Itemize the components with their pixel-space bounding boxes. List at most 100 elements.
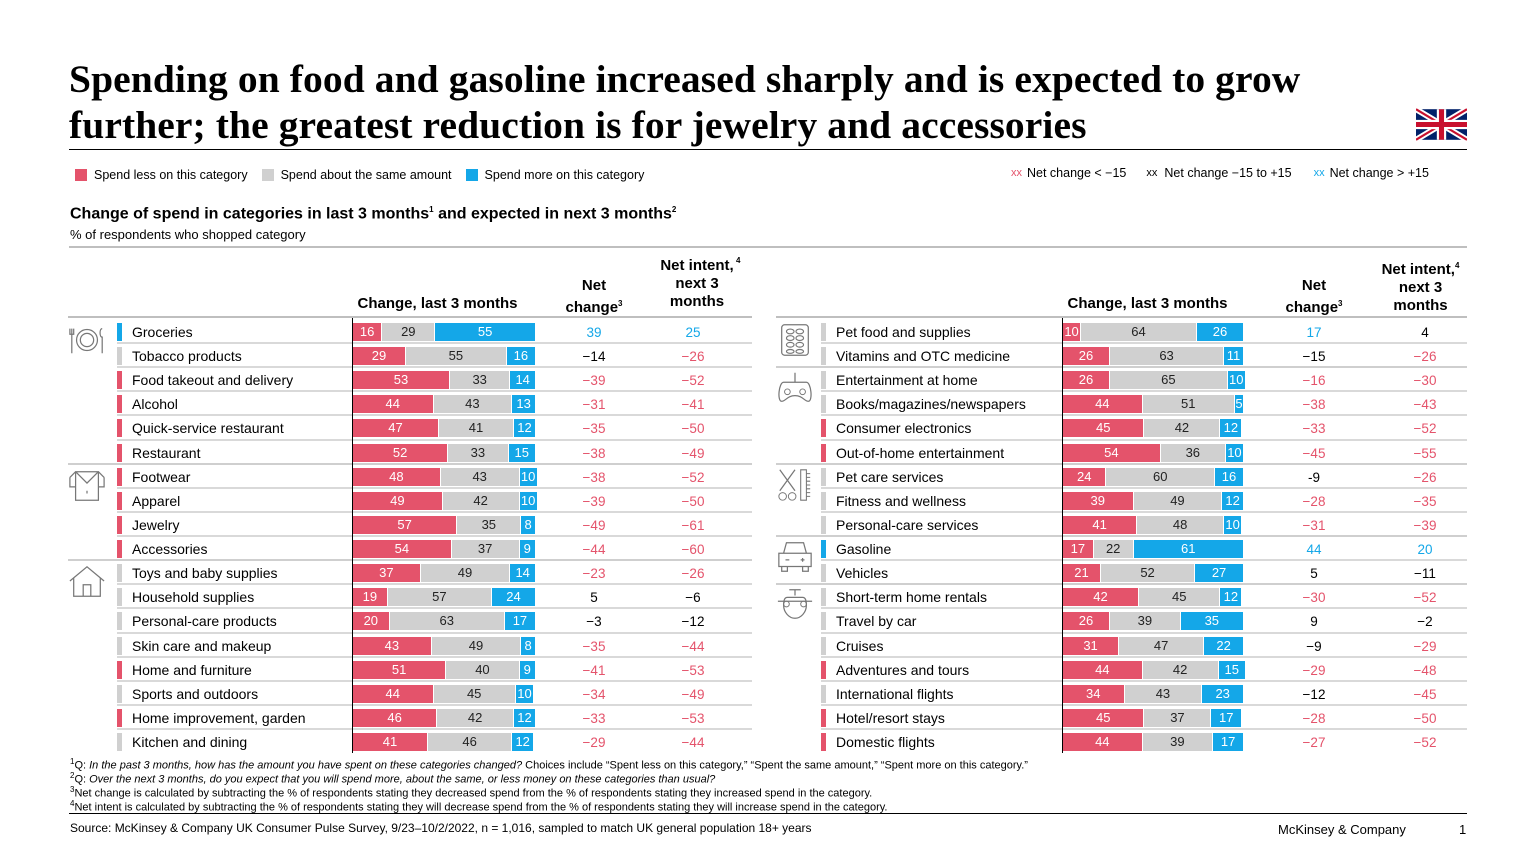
- net-intent-value: −26: [1413, 469, 1437, 485]
- bar-segment-less: 31: [1063, 636, 1119, 655]
- category-label: Accessories: [132, 541, 208, 558]
- category-indicator: [821, 323, 826, 341]
- net-change-value: −29: [582, 735, 606, 751]
- category-label: Vitamins and OTC medicine: [836, 348, 1011, 365]
- footnote-2: 2Q: Over the next 3 months, do you expec…: [70, 771, 715, 786]
- bar-segment-same: 37: [451, 540, 519, 559]
- bar-segment-same: 39: [1142, 733, 1213, 752]
- bar-segment-less: 34: [1063, 684, 1124, 703]
- legend-swatch-less: [75, 169, 87, 181]
- footnote-3: 3Net change is calculated by subtracting…: [70, 785, 872, 800]
- net-change-value: −9: [1306, 638, 1322, 654]
- net-change-value: −28: [1302, 493, 1326, 509]
- net-change-value: −34: [582, 686, 606, 702]
- category-indicator: [117, 323, 122, 341]
- net-change-value: −29: [1302, 662, 1326, 678]
- bar-segment-less: 43: [353, 636, 431, 655]
- net-intent-value: −44: [681, 735, 705, 751]
- header-net-change-right: Net change3: [1274, 277, 1354, 317]
- bar-segment-less: 44: [1063, 660, 1142, 679]
- category-label: Skin care and makeup: [132, 637, 272, 654]
- bar-segment-same: 46: [428, 733, 512, 752]
- net-marker-high: xx: [1313, 167, 1325, 179]
- bar-segment-same: 49: [431, 636, 521, 655]
- net-marker-low: xx: [1011, 167, 1022, 179]
- net-intent-value: −26: [1413, 349, 1437, 365]
- category-label: Home improvement, garden: [132, 709, 306, 726]
- header-net-change-left: Net change3: [554, 277, 634, 317]
- bar-segment-less: 21: [1063, 564, 1100, 583]
- page-number: 1: [1459, 822, 1467, 837]
- bar-segment-same: 40: [446, 660, 519, 679]
- footnote-text: Net intent is calculated by subtracting …: [74, 801, 888, 814]
- legend: Spend less on this category Spend about …: [75, 168, 644, 182]
- bar-segment-more: 8: [521, 636, 535, 655]
- bar-segment-less: 26: [1063, 371, 1110, 390]
- net-intent-value: −26: [681, 566, 705, 582]
- net-intent-value: 20: [1417, 542, 1433, 558]
- header-net-intent-right: Net intent,4 next 3 months: [1368, 257, 1473, 315]
- footnote-text: Q:: [74, 759, 90, 772]
- bar-segment-same: 29: [382, 323, 435, 341]
- category-label: Personal-care services: [836, 516, 979, 533]
- bar-segment-same: 52: [1101, 564, 1195, 583]
- net-change-value: −28: [1302, 710, 1326, 726]
- bar-segment-more: 12: [514, 708, 535, 727]
- bar-segment-same: 57: [387, 588, 492, 607]
- airplane-icon: [776, 587, 816, 623]
- net-legend: xx Net change < −15 xx Net change −15 to…: [1011, 166, 1429, 180]
- net-intent-value: 4: [1421, 325, 1429, 340]
- row-divider: [117, 486, 752, 489]
- bar-segment-more: 10: [1224, 515, 1242, 534]
- row-divider: [821, 438, 1467, 441]
- footnote-ref: 4: [1454, 261, 1460, 270]
- bar-segment-more: 15: [1218, 660, 1245, 679]
- net-change-value: −33: [582, 710, 606, 726]
- net-intent-value: −12: [681, 614, 705, 630]
- footnote-number: 2: [70, 771, 75, 780]
- category-indicator: [821, 395, 826, 414]
- net-legend-low: Net change < −15: [1027, 166, 1127, 180]
- category-label: Pet care services: [836, 468, 944, 485]
- category-indicator: [821, 684, 826, 703]
- footnote-number: 4: [70, 799, 75, 808]
- bar-segment-same: 42: [1144, 419, 1220, 438]
- net-legend-mid: Net change −15 to +15: [1164, 166, 1292, 180]
- net-change-value: −27: [1302, 735, 1326, 751]
- net-change-value: −15: [1302, 349, 1326, 365]
- legend-less: Spend less on this category: [94, 168, 248, 182]
- bar-segment-same: 55: [406, 347, 506, 366]
- bar-axis-line: [1062, 318, 1063, 753]
- category-label: Adventures and tours: [836, 661, 970, 678]
- net-change-value: −38: [1302, 397, 1326, 413]
- net-change-value: 9: [1310, 614, 1318, 630]
- category-label: Jewelry: [132, 516, 180, 533]
- net-change-value: −45: [1302, 445, 1326, 461]
- source: Source: McKinsey & Company UK Consumer P…: [70, 821, 812, 835]
- food-plate-icon: [68, 322, 108, 358]
- category-indicator: [117, 515, 122, 534]
- bar-segment-same: 42: [437, 708, 514, 727]
- bar-segment-more: 17: [504, 612, 535, 631]
- category-label: Toys and baby supplies: [132, 565, 278, 582]
- bar-segment-same: 51: [1142, 395, 1234, 414]
- net-intent-value: −52: [1413, 735, 1437, 751]
- bar-segment-less: 44: [353, 395, 433, 414]
- bar-segment-same: 63: [1110, 347, 1224, 366]
- net-change-value: −33: [1302, 421, 1326, 437]
- footnote-4: 4Net intent is calculated by subtracting…: [70, 799, 887, 814]
- footnote-ref: 1: [429, 205, 434, 214]
- header-text: change: [1285, 299, 1339, 316]
- uk-flag-icon: [1416, 108, 1467, 141]
- bar-segment-more: 35: [1180, 612, 1243, 631]
- category-indicator: [117, 708, 122, 727]
- bar-segment-same: 37: [1144, 708, 1211, 727]
- legend-swatch-more: [465, 169, 478, 181]
- category-indicator: [821, 419, 826, 438]
- category-label: Home and furniture: [132, 661, 252, 678]
- category-label: Cruises: [836, 637, 884, 654]
- bar-segment-less: 16: [353, 323, 382, 341]
- house-icon: [68, 563, 108, 599]
- category-indicator: [117, 564, 122, 583]
- bar-segment-less: 42: [1063, 588, 1139, 607]
